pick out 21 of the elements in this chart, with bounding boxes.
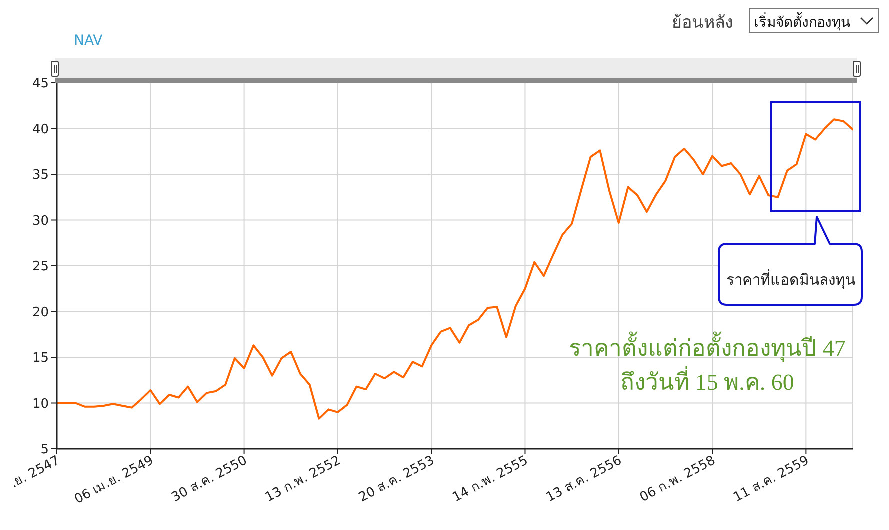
y-axis-title: NAV: [74, 33, 103, 49]
y-tick-label: 25: [32, 260, 49, 275]
y-tick-label: 15: [32, 351, 49, 366]
x-tick-label: 30 ส.ค. 2550: [169, 453, 250, 506]
y-tick-label: 30: [32, 214, 49, 229]
y-tick-label: 10: [32, 396, 49, 412]
y-tick-label: 5: [40, 442, 49, 458]
annotation: ถึงวันที่ 15 พ.ค. 60: [620, 365, 796, 397]
y-tick-label: 35: [32, 168, 49, 184]
x-tick-label: 20 ส.ค. 2553: [356, 453, 438, 506]
y-tick-label: 20: [32, 305, 49, 320]
x-tick-label: 13 ก.พ. 2552: [263, 453, 344, 506]
x-tick-label: 06 เม.ย. 2549: [72, 453, 156, 508]
x-tick-label: 11 ส.ค. 2559: [731, 453, 812, 506]
annotation: ราคาที่แอดมินลงทุน: [726, 268, 856, 292]
dropdown-field: เริ่มจัดตั้งกองทุน: [749, 8, 879, 33]
text: ย้อนหลัง: [672, 12, 733, 35]
y-tick-label: 45: [32, 76, 49, 92]
annotation: ราคาตั้งแต่ก่อตั้งกองทุนปี 47: [568, 330, 847, 364]
x-tick-label: 06 ก.พ. 2558: [638, 453, 718, 506]
y-tick-label: 40: [32, 122, 49, 138]
